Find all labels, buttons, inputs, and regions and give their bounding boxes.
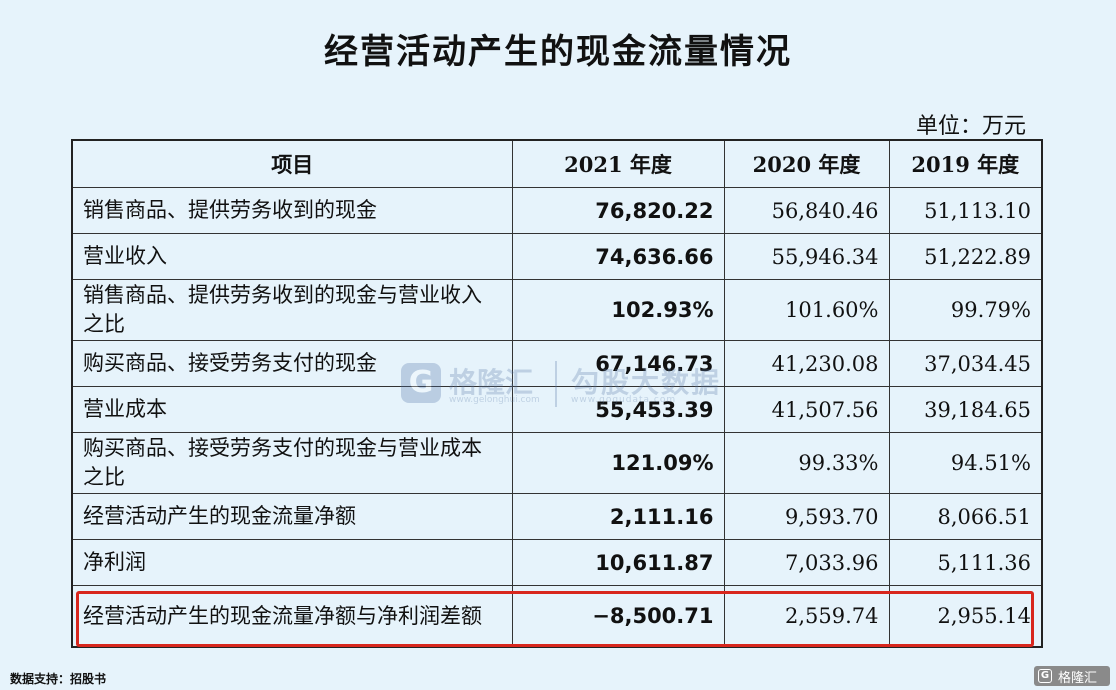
gelonghui-logo-icon: G bbox=[1038, 669, 1052, 683]
value-2020: 56,840.46 bbox=[723, 187, 890, 234]
table-row: 经营活动产生的现金流量净额 2,111.16 9,593.70 8,066.51 bbox=[71, 493, 1043, 540]
row-item: 营业收入 bbox=[71, 233, 513, 280]
value-2020: 99.33% bbox=[723, 432, 890, 494]
row-item: 经营活动产生的现金流量净额与净利润差额 bbox=[71, 585, 513, 648]
cash-flow-table: 项目 2021 年度 2020 年度 2019 年度 销售商品、提供劳务收到的现… bbox=[71, 139, 1043, 648]
table-row: 营业收入 74,636.66 55,946.34 51,222.89 bbox=[71, 233, 1043, 280]
value-2019: 51,222.89 bbox=[888, 233, 1043, 280]
value-2020: 101.60% bbox=[723, 279, 890, 341]
table-row: 销售商品、提供劳务收到的现金与营业收入之比 102.93% 101.60% 99… bbox=[71, 279, 1043, 341]
value-2019: 2,955.14 bbox=[888, 585, 1043, 648]
value-2019: 5,111.36 bbox=[888, 539, 1043, 586]
table-header-row: 项目 2021 年度 2020 年度 2019 年度 bbox=[71, 139, 1043, 188]
value-2020: 9,593.70 bbox=[723, 493, 890, 540]
source-note: 数据支持：招股书 bbox=[10, 672, 107, 686]
value-2021: 10,611.87 bbox=[511, 539, 725, 586]
value-2021: 102.93% bbox=[511, 279, 725, 341]
table-row: 营业成本 55,453.39 41,507.56 39,184.65 bbox=[71, 386, 1043, 433]
value-2021: 76,820.22 bbox=[511, 187, 725, 234]
brand-name: 格隆汇 bbox=[1058, 671, 1098, 686]
value-2019: 39,184.65 bbox=[888, 386, 1043, 433]
value-2019: 99.79% bbox=[888, 279, 1043, 341]
row-item: 购买商品、接受劳务支付的现金与营业成本之比 bbox=[71, 432, 513, 494]
value-2020: 2,559.74 bbox=[723, 585, 890, 648]
value-2021: 67,146.73 bbox=[511, 340, 725, 387]
table-row: 购买商品、接受劳务支付的现金 67,146.73 41,230.08 37,03… bbox=[71, 340, 1043, 387]
row-item: 经营活动产生的现金流量净额 bbox=[71, 493, 513, 540]
row-item: 营业成本 bbox=[71, 386, 513, 433]
table-row: 经营活动产生的现金流量净额与净利润差额 −8,500.71 2,559.74 2… bbox=[71, 585, 1043, 648]
row-item: 净利润 bbox=[71, 539, 513, 586]
header-2020: 2020 年度 bbox=[723, 139, 890, 188]
row-item: 销售商品、提供劳务收到的现金 bbox=[71, 187, 513, 234]
value-2020: 41,507.56 bbox=[723, 386, 890, 433]
value-2019: 8,066.51 bbox=[888, 493, 1043, 540]
unit-label: 单位：万元 bbox=[915, 114, 1026, 139]
row-item: 销售商品、提供劳务收到的现金与营业收入之比 bbox=[71, 279, 513, 341]
value-2020: 55,946.34 bbox=[723, 233, 890, 280]
page-title: 经营活动产生的现金流量情况 bbox=[324, 32, 792, 72]
table-row: 购买商品、接受劳务支付的现金与营业成本之比 121.09% 99.33% 94.… bbox=[71, 432, 1043, 494]
table-row: 销售商品、提供劳务收到的现金 76,820.22 56,840.46 51,11… bbox=[71, 187, 1043, 234]
value-2019: 94.51% bbox=[888, 432, 1043, 494]
table-row: 净利润 10,611.87 7,033.96 5,111.36 bbox=[71, 539, 1043, 586]
value-2021: 121.09% bbox=[511, 432, 725, 494]
value-2020: 41,230.08 bbox=[723, 340, 890, 387]
value-2021: 2,111.16 bbox=[511, 493, 725, 540]
value-2021: 55,453.39 bbox=[511, 386, 725, 433]
brand-badge: G 格隆汇 bbox=[1034, 666, 1110, 686]
header-item: 项目 bbox=[71, 139, 513, 188]
header-2021: 2021 年度 bbox=[511, 139, 725, 188]
value-2020: 7,033.96 bbox=[723, 539, 890, 586]
row-item: 购买商品、接受劳务支付的现金 bbox=[71, 340, 513, 387]
value-2021: 74,636.66 bbox=[511, 233, 725, 280]
value-2021: −8,500.71 bbox=[511, 585, 725, 648]
header-2019: 2019 年度 bbox=[888, 139, 1043, 188]
value-2019: 37,034.45 bbox=[888, 340, 1043, 387]
value-2019: 51,113.10 bbox=[888, 187, 1043, 234]
